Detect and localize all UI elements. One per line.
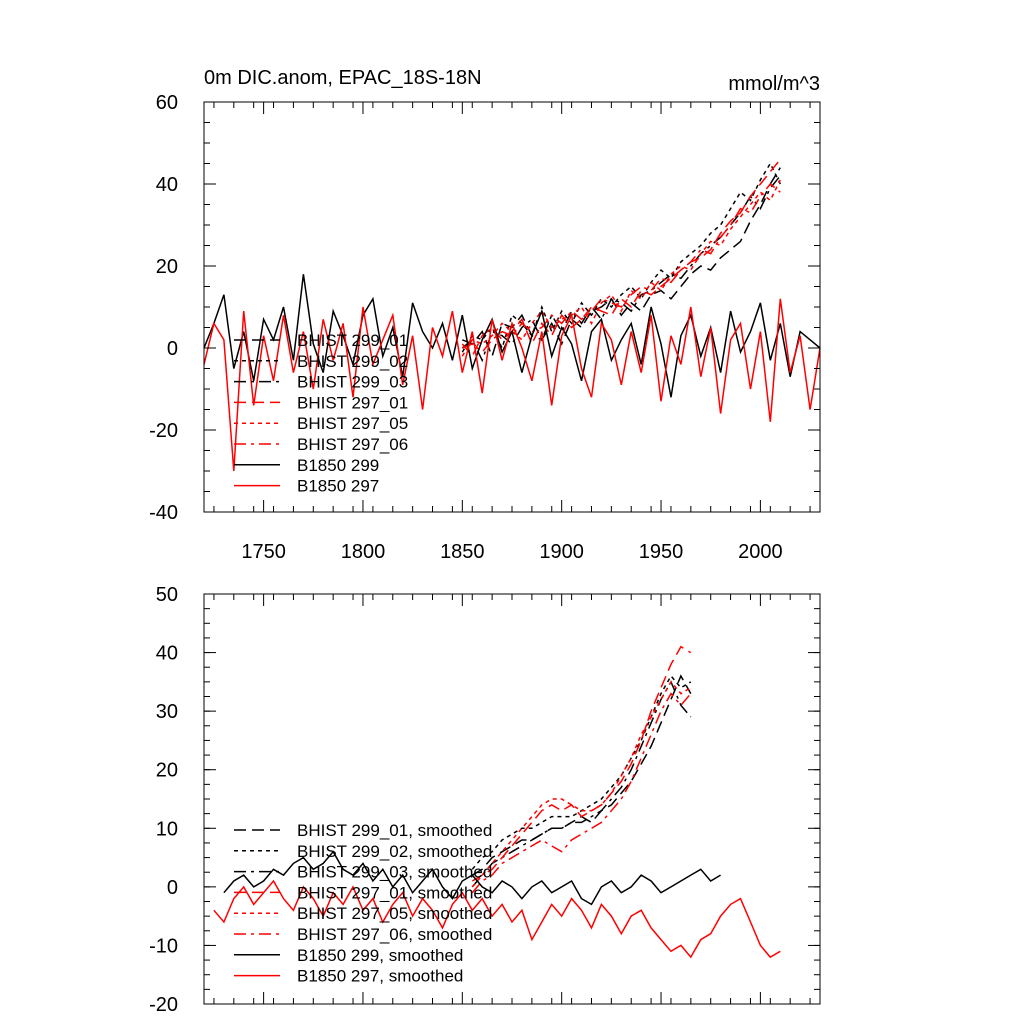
bottom-y-tick-label: 30: [156, 701, 178, 723]
chart-panel-top: 0m DIC.anom, EPAC_18S-18N mmol/m^3 -40 -2…: [149, 67, 821, 563]
bottom-series-line-0: [471, 674, 692, 876]
bottom-legend-label-1: BHIST 299_02, smoothed: [297, 842, 492, 861]
top-series-line-0: [462, 167, 781, 359]
top-x-tick-label: 1750: [241, 541, 286, 563]
bottom-legend-label-2: BHIST 299_03, smoothed: [297, 863, 492, 882]
top-x-tick-label: 1950: [639, 541, 684, 563]
top-series-line-1: [461, 161, 781, 353]
top-x-tick-label: 1850: [440, 541, 485, 563]
top-y-tick-label: 0: [167, 338, 178, 360]
bottom-legend-label-5: BHIST 297_06, smoothed: [297, 925, 492, 944]
bottom-legend-label-6: B1850 299, smoothed: [297, 946, 463, 965]
top-legend-label-4: BHIST 297_05: [297, 414, 408, 433]
bottom-series-line-2: [471, 680, 692, 888]
bottom-series-line-3: [471, 645, 692, 882]
top-y-tick-label: -20: [149, 420, 178, 442]
top-legend-label-0: BHIST 299_01: [297, 331, 408, 350]
bottom-axes: -20 -10 0 10 20 30 40 50: [149, 584, 820, 1016]
top-y-tick-label: -40: [149, 502, 178, 524]
bottom-series-line-4: [471, 680, 692, 888]
top-series-line-3: [461, 158, 781, 358]
bottom-y-tick-label: 40: [156, 643, 178, 665]
top-series-group: [203, 158, 821, 472]
chart-units: mmol/m^3: [728, 73, 820, 95]
bottom-legend: BHIST 299_01, smoothed BHIST 299_02, smoo…: [234, 821, 492, 986]
bottom-y-tick-label: 10: [156, 818, 178, 840]
bottom-legend-label-0: BHIST 299_01, smoothed: [297, 821, 492, 840]
bottom-series-line-6: [223, 850, 721, 906]
bottom-legend-label-7: B1850 297, smoothed: [297, 967, 463, 986]
top-legend-label-1: BHIST 299_02: [297, 352, 408, 371]
top-legend-label-5: BHIST 297_06: [297, 435, 408, 454]
top-legend-label-6: B1850 299: [297, 456, 379, 475]
bottom-y-tick-label: 20: [156, 760, 178, 782]
bottom-series-line-5: [471, 692, 692, 894]
top-series-line-4: [461, 179, 781, 357]
bottom-y-tick-label: 50: [156, 584, 178, 606]
top-x-tick-label: 1900: [539, 541, 584, 563]
bottom-y-tick-label: -10: [149, 935, 178, 957]
top-y-tick-label: 20: [156, 256, 178, 278]
top-legend-label-7: B1850 297: [297, 477, 379, 496]
bottom-y-tick-label: -20: [149, 994, 178, 1016]
bottom-series-line-7: [213, 879, 781, 959]
top-x-tick-label: 2000: [738, 541, 783, 563]
top-y-tick-label: 60: [156, 92, 178, 114]
top-axes: -40 -20 0 20 40 60 1750 1800 1850 1900 1950 2000: [149, 92, 820, 563]
top-series-line-6: [203, 274, 821, 398]
top-x-tick-label: 1800: [341, 541, 386, 563]
top-series-line-7: [203, 298, 821, 472]
chart-panel-bottom: -20 -10 0 10 20 30 40 50 BHIST 299_01, smoothed…: [149, 584, 821, 1016]
top-legend-label-3: BHIST 297_01: [297, 393, 408, 412]
bottom-series-group: [213, 645, 781, 959]
top-y-tick-label: 40: [156, 174, 178, 196]
bottom-legend-label-4: BHIST 297_05, smoothed: [297, 904, 492, 923]
chart-title: 0m DIC.anom, EPAC_18S-18N: [204, 67, 482, 89]
bottom-legend-label-3: BHIST 297_01, smoothed: [297, 883, 492, 902]
top-legend-label-2: BHIST 299_03: [297, 373, 408, 392]
bottom-y-tick-label: 0: [167, 877, 178, 899]
